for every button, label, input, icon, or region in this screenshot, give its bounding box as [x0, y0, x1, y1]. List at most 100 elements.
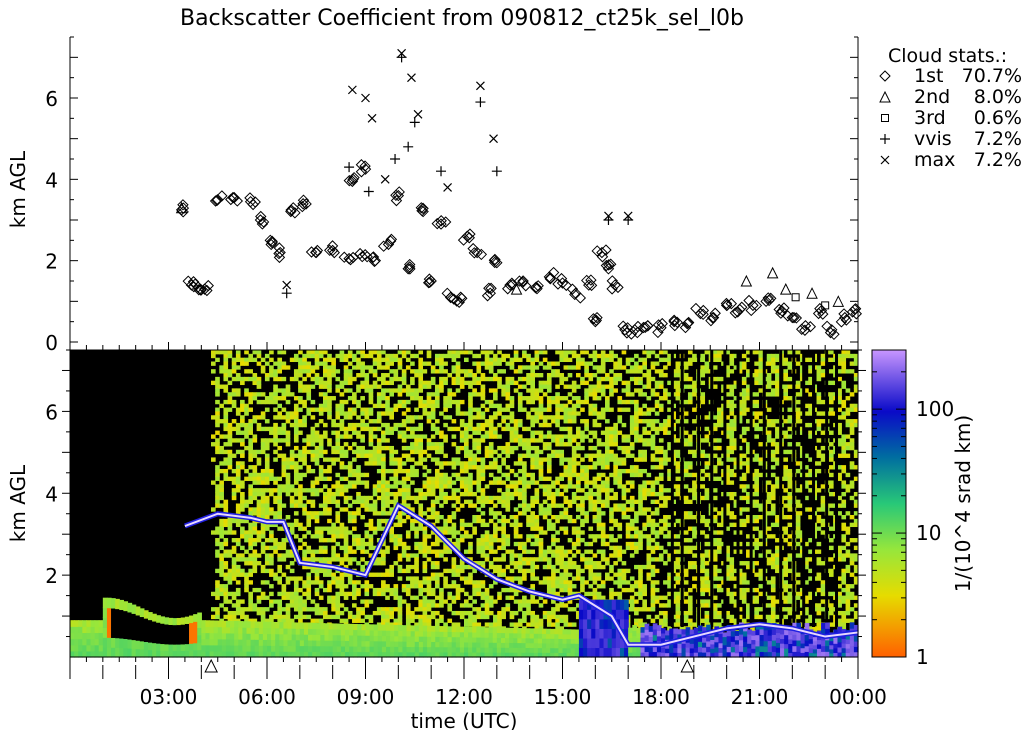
noise-cell	[298, 491, 303, 497]
data-point-1st	[585, 274, 597, 286]
noise-cell	[264, 488, 270, 493]
noise-cell	[252, 453, 258, 458]
noise-cell	[464, 468, 469, 474]
noise-cell	[563, 499, 569, 504]
noise-cell	[534, 557, 540, 562]
noise-cell	[447, 399, 453, 405]
noise-cell	[575, 384, 581, 389]
noise-cell	[231, 392, 237, 397]
noise-cell	[600, 453, 606, 458]
noise-cell	[405, 607, 411, 612]
noise-cell	[385, 484, 390, 489]
noise-cell	[605, 384, 610, 389]
noise-cell	[376, 426, 382, 432]
noise-cell	[401, 584, 407, 589]
noise-cell	[231, 369, 237, 374]
noise-cell	[551, 419, 556, 424]
noise-cell	[422, 549, 428, 554]
noise-cell	[571, 576, 577, 581]
noise-cell	[530, 610, 536, 616]
noise-cell	[542, 442, 548, 447]
noise-cell	[418, 495, 424, 501]
noise-cell	[530, 622, 536, 627]
noise-cell	[264, 361, 270, 366]
noise-cell	[227, 457, 233, 462]
noise-cell	[464, 434, 469, 439]
noise-cell	[235, 607, 241, 612]
noise-cell	[464, 564, 469, 570]
noise-cell	[625, 580, 631, 585]
noise-cell	[571, 419, 577, 424]
noise-cell	[634, 530, 639, 535]
noise-cell	[397, 538, 403, 543]
noise-cell	[455, 499, 461, 504]
noise-cell	[600, 465, 606, 470]
noise-cell	[497, 511, 502, 516]
legend-title: Cloud stats.:	[888, 45, 1007, 67]
noise-cell	[596, 438, 602, 443]
noise-cell	[617, 484, 623, 489]
noise-cell	[335, 580, 341, 585]
noise-cell	[260, 607, 266, 612]
data-point-vvis	[491, 166, 502, 177]
noise-cell	[447, 526, 453, 531]
noise-cell	[600, 411, 606, 416]
noise-cell	[310, 580, 316, 585]
noise-cell	[472, 491, 477, 497]
noise-cell	[484, 553, 490, 558]
noise-cell	[505, 541, 511, 547]
noise-cell	[629, 357, 635, 363]
noise-cell	[397, 557, 403, 562]
noise-cell	[368, 353, 374, 359]
noise-cell	[264, 553, 270, 558]
noise-cell	[526, 472, 531, 478]
noise-cell	[260, 442, 266, 447]
noise-cell	[422, 495, 428, 501]
noise-cell	[302, 457, 307, 462]
noise-cell	[405, 453, 411, 458]
noise-cell	[468, 595, 473, 600]
noise-cell	[397, 618, 403, 623]
noise-cell	[356, 430, 361, 435]
noise-cell	[235, 373, 241, 378]
noise-cell	[273, 614, 278, 620]
noise-cell	[252, 476, 258, 481]
noise-cell	[393, 591, 399, 597]
noise-cell	[588, 576, 594, 581]
noise-cell	[546, 557, 552, 562]
noise-cell	[546, 461, 552, 466]
noise-cell	[368, 442, 374, 447]
noise-cell	[347, 572, 353, 577]
top-ytick-label: 4	[45, 168, 58, 192]
data-point-vvis	[281, 288, 292, 299]
noise-cell	[563, 419, 569, 424]
noise-cell	[501, 515, 506, 520]
noise-cell	[264, 522, 270, 528]
noise-cell	[306, 549, 312, 554]
noise-cell	[418, 376, 424, 382]
noise-cell	[575, 357, 581, 363]
noise-cell	[368, 438, 374, 443]
noise-cell	[546, 495, 552, 501]
noise-cell	[281, 618, 287, 623]
noise-cell	[538, 461, 544, 466]
noise-cell	[289, 553, 295, 558]
noise-cell	[600, 442, 606, 447]
noise-cell	[488, 480, 494, 485]
noise-cell	[638, 591, 643, 597]
noise-cell	[638, 572, 643, 577]
noise-cell	[360, 419, 365, 424]
noise-cell	[430, 614, 436, 620]
noise-cell	[459, 534, 465, 539]
noise-cell	[215, 584, 220, 589]
noise-cell	[497, 465, 502, 470]
noise-cell	[381, 541, 386, 547]
noise-cell	[397, 541, 403, 547]
noise-cell	[339, 618, 345, 623]
noise-cell	[418, 591, 424, 597]
noise-cell	[264, 480, 270, 485]
noise-cell	[534, 411, 540, 416]
noise-cell	[613, 365, 618, 370]
noise-cell	[584, 491, 589, 497]
noise-cell	[352, 587, 357, 593]
